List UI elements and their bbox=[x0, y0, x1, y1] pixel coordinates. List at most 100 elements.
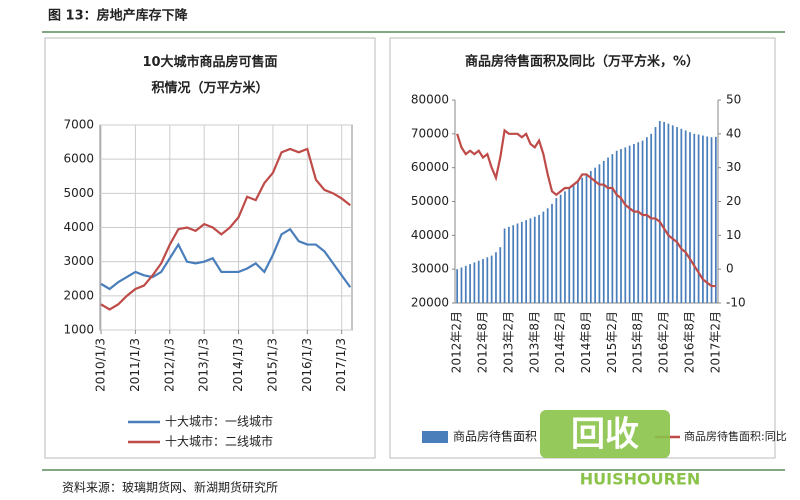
bar bbox=[706, 136, 709, 303]
y-tick-label: 2000 bbox=[63, 288, 94, 302]
y-tick-label: 1000 bbox=[63, 323, 94, 337]
bar bbox=[564, 191, 566, 303]
bar bbox=[611, 154, 614, 303]
bar bbox=[689, 132, 691, 303]
bar bbox=[693, 133, 696, 303]
y-tick-label: 3000 bbox=[63, 254, 94, 268]
series-line bbox=[456, 128, 716, 288]
y-tick-label: 20000 bbox=[411, 296, 449, 310]
y-tick-label: 60000 bbox=[411, 160, 449, 174]
bar bbox=[512, 225, 515, 303]
bar bbox=[714, 136, 717, 303]
bar bbox=[559, 194, 562, 303]
figure-title: 图 13：房地产库存下降 bbox=[48, 8, 189, 24]
bar bbox=[624, 147, 627, 303]
chart-title: 10大城市商品房可售面积情况（万平方米） bbox=[142, 54, 277, 96]
x-tick-label: 2015/1/3 bbox=[265, 338, 279, 392]
bar bbox=[581, 177, 584, 303]
bar bbox=[508, 226, 510, 303]
bar bbox=[628, 145, 631, 303]
x-tick-label: 2012年8月 bbox=[476, 311, 490, 373]
bar bbox=[490, 255, 493, 303]
y2-tick-label: 0 bbox=[726, 262, 734, 276]
bar bbox=[671, 125, 674, 303]
bar bbox=[516, 223, 519, 303]
bar bbox=[676, 127, 678, 303]
bar bbox=[702, 135, 704, 303]
legend-label: 商品房待售面积 bbox=[453, 429, 537, 444]
x-tick-label: 2013年2月 bbox=[501, 311, 515, 373]
x-tick-label: 2012/1/3 bbox=[162, 338, 176, 392]
y-tick-label: 30000 bbox=[411, 262, 449, 276]
y-tick-label: 50000 bbox=[411, 194, 449, 208]
y2-tick-label: 30 bbox=[726, 160, 741, 174]
bar bbox=[680, 128, 683, 303]
bar bbox=[456, 269, 459, 303]
y2-tick-label: 20 bbox=[726, 194, 741, 208]
bar bbox=[585, 174, 588, 303]
x-tick-label: 2013/1/3 bbox=[197, 338, 211, 392]
bar bbox=[464, 265, 467, 303]
bar bbox=[641, 140, 644, 303]
bar bbox=[667, 123, 670, 303]
bar bbox=[568, 187, 571, 303]
bar bbox=[658, 120, 661, 303]
bar bbox=[542, 211, 545, 303]
x-tick-label: 2014年2月 bbox=[553, 311, 567, 373]
y-tick-label: 40000 bbox=[411, 228, 449, 242]
x-tick-label: 2017年2月 bbox=[708, 311, 722, 373]
bar bbox=[710, 137, 713, 303]
bar bbox=[697, 134, 700, 303]
bar bbox=[577, 181, 579, 303]
bar bbox=[477, 260, 480, 303]
x-tick-label: 2010/1/3 bbox=[94, 338, 108, 392]
x-tick-label: 2013年8月 bbox=[527, 311, 541, 373]
bar bbox=[529, 218, 532, 303]
bar bbox=[663, 121, 665, 303]
x-tick-label: 2016/1/3 bbox=[300, 338, 314, 392]
y2-tick-label: 10 bbox=[726, 228, 741, 242]
bar bbox=[551, 203, 553, 303]
bar bbox=[495, 252, 497, 303]
legend-label: 十大城市：二线城市 bbox=[165, 434, 273, 449]
bar bbox=[486, 257, 489, 303]
bar bbox=[620, 149, 622, 303]
y-tick-label: 6000 bbox=[63, 152, 94, 166]
x-tick-label: 2017/1/3 bbox=[334, 338, 348, 392]
watermark-brand: HUISHOUREN bbox=[580, 470, 700, 489]
x-tick-label: 2016年2月 bbox=[657, 311, 671, 373]
y-tick-label: 4000 bbox=[63, 220, 94, 234]
x-tick-label: 2012年2月 bbox=[450, 311, 464, 373]
bar bbox=[469, 264, 471, 303]
legend-label: 十大城市：一线城市 bbox=[165, 414, 273, 429]
bar bbox=[533, 216, 536, 303]
watermark-box bbox=[540, 410, 670, 458]
bar bbox=[637, 142, 640, 303]
x-tick-label: 2016年8月 bbox=[682, 311, 696, 373]
bar bbox=[602, 160, 605, 303]
y2-tick-label: 50 bbox=[726, 93, 741, 107]
chart-title: 商品房待售面积及同比（万平方米，%） bbox=[465, 54, 699, 70]
bar bbox=[525, 220, 528, 303]
x-tick-label: 2014/1/3 bbox=[231, 338, 245, 392]
bar bbox=[607, 157, 609, 303]
legend-swatch bbox=[422, 431, 448, 443]
x-tick-label: 2015年2月 bbox=[605, 311, 619, 373]
watermark-logo: 回收 bbox=[571, 415, 639, 455]
bar bbox=[654, 127, 657, 303]
series-line bbox=[100, 147, 351, 311]
bar bbox=[460, 267, 463, 303]
y-tick-label: 70000 bbox=[411, 126, 449, 140]
bar bbox=[555, 198, 558, 303]
panel-left bbox=[44, 37, 376, 459]
bar bbox=[520, 221, 523, 303]
bar bbox=[473, 262, 476, 303]
bar bbox=[499, 247, 502, 303]
bar bbox=[538, 215, 540, 303]
bar bbox=[684, 130, 687, 303]
bar bbox=[546, 208, 549, 303]
series-line bbox=[100, 227, 352, 291]
bar bbox=[482, 259, 484, 303]
bar bbox=[633, 143, 635, 303]
